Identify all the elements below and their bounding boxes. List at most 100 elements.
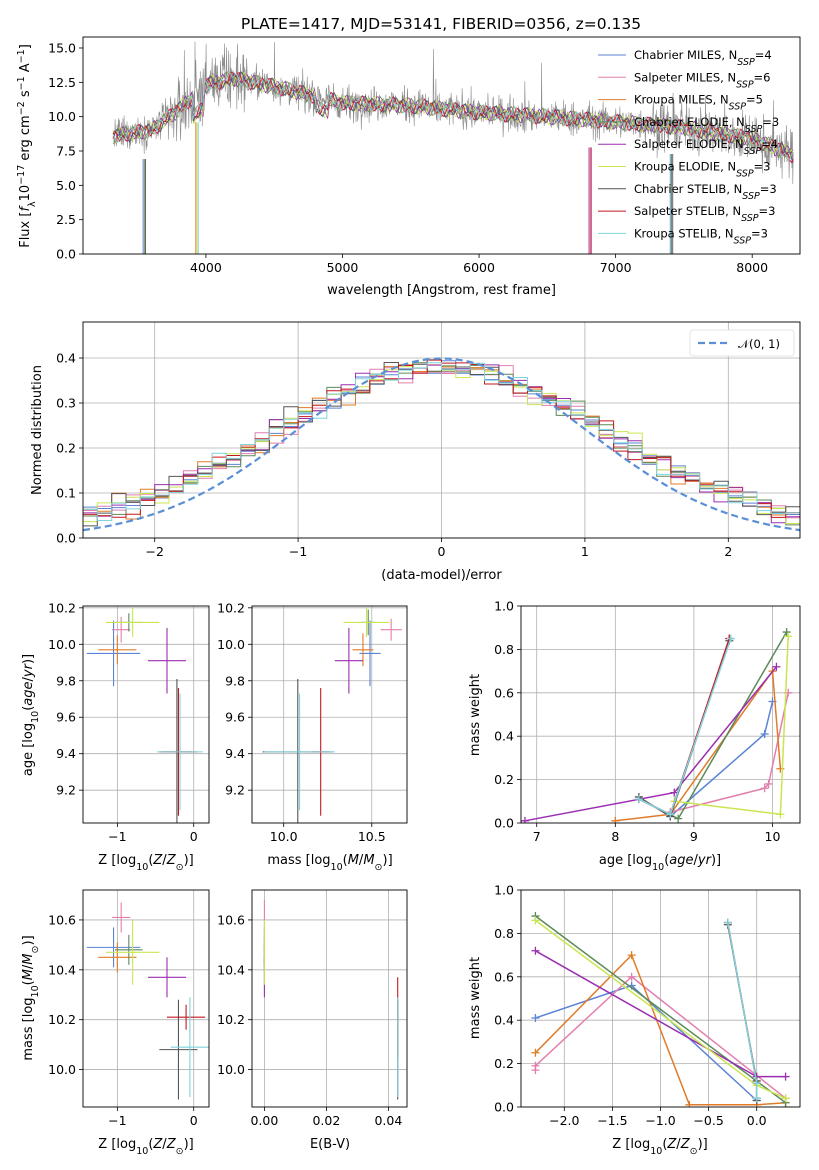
x-tick-label: 8 xyxy=(611,829,619,844)
y-tick-label: 9.2 xyxy=(56,783,76,798)
label-part: 10 xyxy=(331,862,343,873)
label-part: =4 xyxy=(755,48,772,62)
y-axis-label: mass [log10(M/M⊙)] xyxy=(21,935,41,1060)
label-part: age [log xyxy=(599,853,652,868)
y-tick-label: 9.6 xyxy=(225,710,245,725)
label-part: ( xyxy=(664,853,669,868)
x-tick-label: −1 xyxy=(108,1113,126,1128)
y-axis-label: Normed distribution xyxy=(30,365,45,495)
label-part: =5 xyxy=(746,93,763,107)
plot-area xyxy=(521,890,800,1107)
y-tick-label: 0.2 xyxy=(494,1056,514,1071)
label-part: ⊙ xyxy=(176,862,184,873)
axes-frame xyxy=(251,889,408,1108)
plus-marker xyxy=(674,814,683,823)
label-part: Kroupa MILES, N xyxy=(634,93,729,107)
x-tick-label: −2 xyxy=(145,544,163,559)
axes-frame xyxy=(251,605,408,824)
x-tick-label: 8000 xyxy=(736,260,768,275)
y-tick-label: 0.6 xyxy=(494,685,514,700)
label-part: SSP xyxy=(736,168,754,179)
label-part: M xyxy=(21,969,36,980)
x-axis-label: Z [log10(Z/Z⊙)] xyxy=(98,853,193,873)
label-part: ⊙ xyxy=(375,862,383,873)
plus-marker xyxy=(531,1014,540,1023)
errorbar-point xyxy=(159,999,198,1100)
label-part: M xyxy=(348,853,359,868)
y-tick-label: 10.2 xyxy=(48,600,76,615)
label-part: SSP xyxy=(745,123,763,134)
label-part: / xyxy=(21,676,36,681)
y-tick-label: 9.4 xyxy=(225,746,245,761)
label-part: =3 xyxy=(759,204,776,218)
y-tick-label: 10.0 xyxy=(48,637,76,652)
y-tick-label: 5.0 xyxy=(56,178,76,193)
y-tick-label: 9.8 xyxy=(225,673,245,688)
label-part: SSP xyxy=(734,235,752,246)
x-tick-label: 1 xyxy=(581,544,589,559)
x-tick-label: 10.0 xyxy=(270,829,298,844)
errorbar-point xyxy=(98,942,137,973)
histogram-step xyxy=(83,362,800,521)
x-tick-label: 0.02 xyxy=(312,1113,340,1128)
label-part: Z xyxy=(166,1137,177,1152)
plus-marker xyxy=(627,972,636,981)
y-tick-label: 12.5 xyxy=(48,75,76,90)
label-part: M xyxy=(21,953,36,964)
label-part: ( xyxy=(21,980,36,985)
label-part: 10 xyxy=(652,862,664,873)
y-tick-label: 10.0 xyxy=(217,1062,245,1077)
legend-entry: Chabrier ELODIE, NSSP=3 xyxy=(634,115,779,134)
gaussian-curve xyxy=(83,357,800,532)
errorbar-point xyxy=(86,927,141,968)
plus-marker xyxy=(627,951,636,960)
y-axis-label: mass weight xyxy=(468,674,483,756)
label-part: −1 xyxy=(16,76,27,90)
y-tick-label: 0.2 xyxy=(56,441,76,456)
plot-area xyxy=(521,606,800,823)
label-part: SSP xyxy=(741,213,759,224)
label-part: mass [log xyxy=(267,853,330,868)
x-tick-label: 9 xyxy=(690,829,698,844)
label-part: SSP xyxy=(737,57,755,68)
y-tick-label: 0.3 xyxy=(56,396,76,411)
label-part: yr xyxy=(21,662,36,678)
label-part: Salpeter MILES, N xyxy=(634,70,736,84)
label-part: SSP xyxy=(736,79,754,90)
label-part: ⊙ xyxy=(690,1146,698,1157)
label-part: / xyxy=(676,1137,681,1152)
label-part: Z xyxy=(666,1137,677,1152)
plus-marker xyxy=(784,632,793,641)
figure-title: PLATE=1417, MJD=53141, FIBERID=0356, z=0… xyxy=(241,15,641,33)
label-part: −17 xyxy=(16,165,27,185)
legend-entry: Salpeter ELODIE, NSSP=4 xyxy=(634,137,778,157)
x-tick-label: 0.00 xyxy=(250,1113,278,1128)
weight-line xyxy=(615,668,782,822)
panel-mass_weight_vs_Z: −2.0 −1.5 −1.0 −0.5 0.0 0.0 0.2 0.4 0.6 0.8 1.0 Z [… xyxy=(468,883,801,1157)
y-axis-label: mass weight xyxy=(468,957,483,1039)
plot-area xyxy=(112,41,794,254)
y-tick-label: 0.8 xyxy=(494,642,514,657)
plot-area xyxy=(252,890,407,1107)
weight-line xyxy=(524,666,777,822)
legend-entry: Kroupa MILES, NSSP=5 xyxy=(634,93,763,113)
plus-marker xyxy=(752,1079,761,1088)
y-tick-label: 10.4 xyxy=(48,962,76,977)
legend-entry: Kroupa ELODIE, NSSP=3 xyxy=(634,160,771,180)
label-part: Z xyxy=(680,1137,691,1152)
x-tick-label: 0 xyxy=(438,544,446,559)
x-axis-label: wavelength [Angstrom, rest frame] xyxy=(327,283,556,298)
errorbar-point xyxy=(147,957,187,998)
x-axis-label: Z [log10(Z/Z⊙)] xyxy=(612,1137,707,1157)
label-part: Kroupa STELIB, N xyxy=(634,226,734,240)
legend-entry: Chabrier STELIB, NSSP=3 xyxy=(634,182,777,202)
label-part: Z xyxy=(152,1137,163,1152)
panel-mass_vs_Z: −1 010.010.210.410.6Z [log10(Z/Z⊙)]mass [… xyxy=(21,889,210,1157)
y-tick-label: 0.4 xyxy=(494,1013,514,1028)
label-part: M xyxy=(363,853,374,868)
y-tick-label: 9.6 xyxy=(56,710,76,725)
x-tick-label: 0.04 xyxy=(374,1113,402,1128)
label-part: Kroupa ELODIE, N xyxy=(634,160,736,174)
label-part: erg cm xyxy=(18,115,33,164)
